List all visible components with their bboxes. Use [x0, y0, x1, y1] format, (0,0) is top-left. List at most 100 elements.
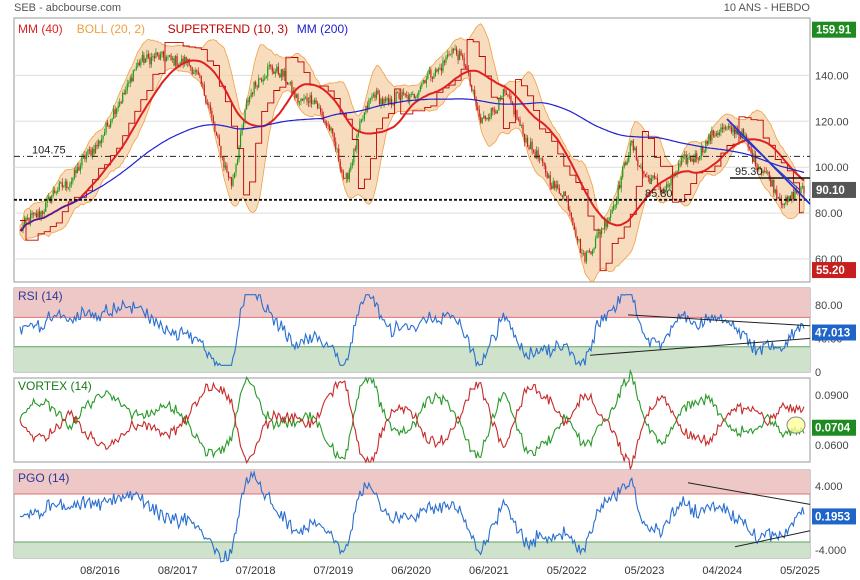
- pgo-oversold-zone: [14, 542, 810, 558]
- candle-body: [297, 94, 299, 103]
- candle-body: [563, 191, 565, 197]
- candle-body: [39, 211, 41, 218]
- candle-body: [70, 181, 72, 185]
- candle-body: [32, 212, 35, 215]
- candle-body: [465, 65, 467, 68]
- candle-body: [310, 95, 313, 104]
- candle-body: [391, 98, 393, 105]
- candle-body: [152, 56, 154, 57]
- support-level-label: 85.80: [645, 188, 673, 200]
- candle-body: [359, 121, 361, 132]
- candle-body: [646, 176, 648, 178]
- candle-body: [572, 217, 574, 226]
- candle-body: [448, 54, 450, 56]
- candle-body: [336, 148, 338, 150]
- candle-body: [387, 98, 390, 103]
- candle-body: [626, 161, 628, 165]
- candle-body: [298, 101, 301, 103]
- candle-body: [407, 95, 409, 102]
- candle-body: [107, 122, 109, 126]
- chart-source-title: SEB - abcbourse.com: [14, 2, 121, 14]
- candle-body: [54, 190, 56, 193]
- candle-body: [100, 139, 103, 144]
- candle-body: [218, 137, 220, 146]
- candle-body: [224, 165, 227, 168]
- candle-body: [26, 218, 29, 220]
- mm40-line: [19, 59, 805, 232]
- candle-body: [320, 107, 322, 112]
- candle-body: [730, 127, 733, 133]
- candle-body: [631, 140, 633, 144]
- candle-body: [261, 79, 263, 82]
- vortex-last-tag-bg: [812, 419, 856, 436]
- candle-body: [149, 57, 151, 65]
- rsi-y-tick-label: 80.00: [815, 300, 843, 312]
- pgo-series-line: [19, 469, 805, 563]
- candle-body: [58, 182, 60, 190]
- candle-body: [75, 170, 77, 174]
- candle-body: [732, 126, 734, 133]
- candle-body: [613, 205, 615, 210]
- candle-body: [93, 148, 95, 154]
- candle-body: [622, 166, 624, 178]
- candle-body: [262, 79, 264, 82]
- candle-body: [724, 127, 727, 129]
- candle-body: [744, 135, 746, 137]
- candle-body: [94, 144, 97, 154]
- pgo-last-tag-bg: [812, 508, 856, 525]
- pgo-trendline-top: [687, 482, 811, 505]
- candle-body: [655, 178, 657, 179]
- candle-body: [670, 178, 672, 186]
- candle-body: [401, 92, 403, 99]
- candle-body: [173, 58, 175, 66]
- candle-body: [602, 228, 604, 230]
- legend-entry: MM (200): [297, 22, 348, 36]
- candle-body: [536, 150, 538, 159]
- candle-body: [162, 51, 165, 58]
- rsi-last-tag-bg: [812, 324, 856, 341]
- candle-body: [690, 156, 692, 162]
- candle-body: [128, 82, 130, 84]
- candle-body: [235, 164, 237, 173]
- candle-body: [209, 105, 211, 111]
- candle-body: [474, 90, 476, 99]
- pgo-y-tick-label: -4.000: [815, 545, 846, 557]
- candle-body: [354, 148, 356, 150]
- candle-body: [327, 125, 329, 127]
- candle-body: [434, 69, 437, 76]
- candle-body: [283, 71, 285, 77]
- candle-body: [542, 158, 544, 164]
- candle-body: [256, 85, 258, 88]
- candle-body: [181, 58, 183, 63]
- candle-body: [490, 107, 492, 117]
- candle-body: [67, 187, 69, 189]
- candle-body: [508, 95, 511, 97]
- vortex-title: VORTEX (14): [18, 379, 92, 393]
- candle-body: [363, 112, 366, 119]
- candle-body: [548, 175, 550, 179]
- candle-body: [662, 190, 665, 193]
- candle-body: [597, 232, 600, 234]
- candle-body: [507, 95, 509, 96]
- candle-body: [116, 108, 118, 114]
- candle-body: [233, 172, 236, 179]
- candle-body: [203, 84, 205, 96]
- candle-body: [561, 195, 563, 197]
- candle-body: [76, 167, 79, 174]
- price-low-tag: 55.20: [816, 265, 845, 277]
- candle-body: [558, 187, 560, 194]
- candle-body: [504, 88, 506, 93]
- candle-body: [312, 103, 314, 105]
- candle-body: [678, 163, 680, 171]
- candle-body: [309, 95, 311, 103]
- candle-body: [455, 48, 458, 54]
- candle-body: [255, 82, 257, 86]
- candle-body: [457, 53, 459, 60]
- candle-body: [242, 122, 245, 129]
- candle-body: [205, 95, 207, 104]
- candle-body: [576, 236, 579, 241]
- candle-body: [656, 178, 659, 187]
- candle-body: [640, 166, 642, 168]
- candle-body: [226, 165, 228, 172]
